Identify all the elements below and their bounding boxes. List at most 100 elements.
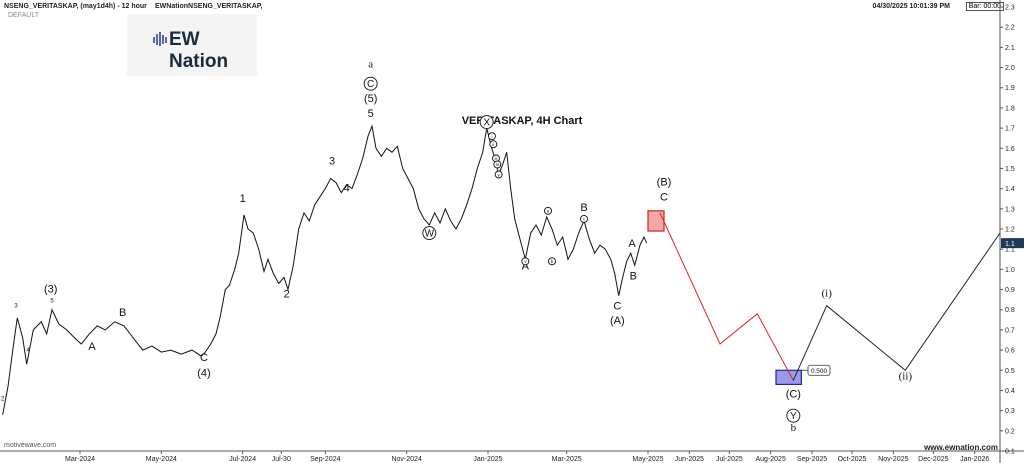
logo-wordmark: EW Nation	[169, 29, 229, 72]
y-tick-label: 2.2	[1005, 25, 1015, 32]
wave-label-circle	[489, 140, 498, 149]
bar-timer-badge[interactable]: Bar: 00:00	[965, 2, 1004, 11]
y-tick-label: 0.3	[1005, 408, 1015, 415]
y-tick-label: 0.6	[1005, 348, 1015, 355]
wave-label: 2	[284, 289, 290, 301]
x-tick-label: Nov-2025	[878, 456, 908, 463]
x-tick-label: Jul-2025	[716, 456, 743, 463]
ewnation-watermark: www.ewnation.com	[924, 443, 998, 452]
circled-wave-label: ii	[492, 142, 494, 147]
study-label: EWNationNSENG_VERITASKAP,	[155, 3, 263, 10]
wave-label: A	[628, 238, 636, 250]
circled-wave-label: C	[367, 79, 374, 90]
wave-label-circle	[422, 226, 437, 240]
y-tick-label: 1.0	[1005, 267, 1015, 274]
x-tick-label: Sep-2025	[797, 456, 827, 463]
price-series-line	[2, 124, 648, 415]
y-tick-label: 0.7	[1005, 327, 1015, 334]
wave-label: 2	[1, 397, 5, 403]
wave-label-circle	[521, 257, 530, 266]
circled-wave-label: v	[498, 172, 501, 177]
wave-label: (B)	[657, 177, 672, 189]
x-tick-label: Jan-2026	[960, 456, 989, 463]
target-zone-b	[647, 210, 665, 232]
circled-wave-label: W	[425, 229, 435, 240]
wave-label: 4	[344, 183, 350, 195]
wave-label-circle	[493, 160, 502, 169]
y-tick-label: 1.5	[1005, 166, 1015, 173]
wave-label: (5)	[364, 93, 377, 105]
wave-label: 5	[368, 108, 374, 120]
y-tick-label: 1.8	[1005, 105, 1015, 112]
wave-label-circle	[786, 408, 801, 423]
y-tick-label: 2.0	[1005, 65, 1015, 72]
x-tick-label: Dec-2025	[918, 456, 948, 463]
circled-wave-label: Y	[790, 411, 797, 422]
logo-bars-icon	[153, 32, 167, 46]
x-tick-label: Mar-2025	[552, 456, 582, 463]
y-tick-label: 1.3	[1005, 206, 1015, 213]
target-zone-c	[775, 369, 802, 386]
wave-label: B	[119, 307, 126, 319]
x-tick-label: Oct-2025	[838, 456, 867, 463]
wave-label-circle	[544, 206, 552, 215]
circled-wave-label: b	[551, 259, 554, 264]
circled-wave-label: iii	[495, 156, 498, 161]
datetime-readout: 04/30/2025 10:01:39 PM	[872, 3, 950, 10]
projection-path-black	[792, 232, 1001, 381]
projection-path-red	[659, 212, 794, 381]
current-price-tag	[1001, 238, 1024, 249]
wave-label-circle	[494, 170, 503, 179]
circled-wave-label: c	[583, 217, 586, 222]
x-tick-label: May-2024	[146, 456, 177, 463]
x-tick-label: May-2025	[632, 456, 663, 463]
x-tick-label: Jan-2025	[473, 456, 502, 463]
circled-wave-label: X	[483, 118, 490, 129]
y-tick-label: 0.1	[1005, 449, 1015, 456]
y-tick-label: 0.4	[1005, 388, 1015, 395]
circled-wave-label: v	[524, 259, 527, 264]
y-tick-label: 2.3	[1005, 5, 1015, 12]
x-tick-label: Jul-30	[272, 456, 291, 463]
wave-label-circle	[479, 115, 494, 129]
zone-label-box	[807, 364, 831, 376]
wave-label: C	[200, 352, 208, 364]
wave-label-circle	[548, 257, 556, 266]
motivewave-watermark: motivewave.com	[4, 442, 57, 449]
wave-label: (i)	[821, 288, 832, 300]
circled-wave-label: iv	[496, 162, 500, 167]
y-tick-label: 1.4	[1005, 186, 1015, 193]
wave-label: 5	[50, 299, 54, 305]
wave-label: C	[660, 192, 668, 204]
y-tick-label: 1.9	[1005, 85, 1015, 92]
wave-label: (4)	[197, 367, 210, 379]
wave-label: A	[522, 260, 530, 272]
wave-label: a	[368, 59, 373, 71]
wave-label: (C)	[786, 389, 801, 401]
wave-label: 1	[240, 193, 246, 205]
y-tick-label: 1.2	[1005, 227, 1015, 234]
x-tick-label: Jun-2025	[675, 456, 704, 463]
wave-label: (A)	[610, 315, 625, 327]
y-tick-label: 1.6	[1005, 146, 1015, 153]
current-price-label: 1.1	[1005, 241, 1015, 248]
x-tick-label: Mar-2024	[65, 456, 95, 463]
x-tick-label: Nov-2024	[391, 456, 421, 463]
circled-wave-label: a	[547, 209, 550, 214]
wave-label: B	[630, 270, 637, 282]
wave-label: (3)	[44, 284, 57, 296]
wave-label-circle	[488, 132, 496, 141]
zone-label: 0.500	[811, 368, 828, 375]
x-tick-label: Jul-2024	[229, 456, 256, 463]
wave-label: 3	[329, 155, 335, 167]
circled-wave-label: i	[492, 134, 493, 139]
wave-label: (ii)	[899, 370, 913, 382]
wave-label-circle	[580, 214, 588, 223]
y-tick-label: 0.5	[1005, 368, 1015, 375]
wave-label: b	[791, 422, 797, 434]
y-tick-label: 0.9	[1005, 287, 1015, 294]
y-tick-label: 0.8	[1005, 307, 1015, 314]
x-tick-label: Sep-2024	[310, 456, 340, 463]
symbol-title: NSENG_VERITASKAP, (may1d4h) - 12 hour	[4, 3, 147, 10]
